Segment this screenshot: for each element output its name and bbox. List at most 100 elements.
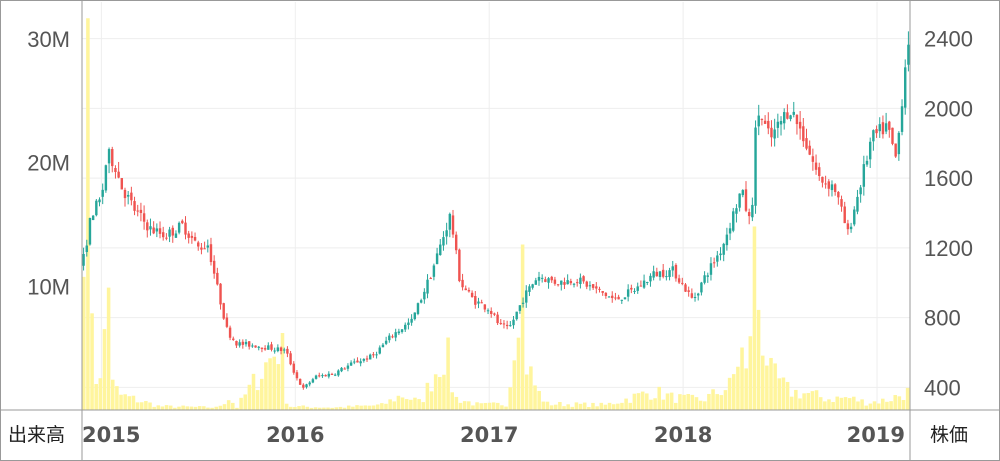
- candle-body: [646, 282, 649, 284]
- candle-body: [525, 290, 528, 303]
- volume-bar: [649, 399, 653, 410]
- candle-body: [668, 270, 671, 278]
- candle-body: [168, 229, 171, 237]
- volume-bar: [893, 395, 897, 410]
- volume-bar: [462, 401, 467, 410]
- volume-bar: [715, 394, 719, 410]
- volume-bar: [872, 401, 877, 410]
- candle-body: [88, 217, 92, 245]
- volume-bar: [193, 406, 198, 410]
- candle-body: [244, 341, 248, 345]
- volume-bar: [765, 365, 769, 410]
- volume-bar: [123, 394, 127, 410]
- candle-body: [130, 192, 133, 201]
- volume-bar: [231, 402, 235, 410]
- candle-body: [868, 141, 872, 160]
- candle-body: [384, 340, 388, 344]
- candle-body: [521, 302, 525, 304]
- volume-bar: [375, 404, 380, 410]
- volume-bar: [168, 405, 173, 410]
- volume-bar: [297, 406, 301, 410]
- volume-bar: [413, 397, 417, 410]
- candle-body: [840, 199, 843, 207]
- candle-body: [566, 280, 569, 285]
- candle-body: [123, 189, 127, 199]
- volume-bar: [388, 399, 392, 410]
- volume-bar: [777, 378, 782, 410]
- volume-bar: [628, 402, 633, 410]
- candle-body: [480, 302, 483, 304]
- candle-body: [875, 129, 878, 134]
- volume-bar: [152, 406, 156, 410]
- candle-body: [757, 115, 760, 127]
- candle-body: [114, 168, 117, 173]
- candle-body: [563, 282, 566, 285]
- volume-bar: [520, 244, 525, 410]
- candle-body: [254, 345, 257, 348]
- volume-bar: [268, 358, 272, 410]
- candle-body: [187, 233, 190, 238]
- volume-bar: [396, 395, 401, 410]
- candle-body: [98, 199, 101, 203]
- candle-body: [655, 271, 659, 277]
- candle-body: [528, 286, 531, 292]
- candle-body: [356, 360, 359, 363]
- volume-bar: [603, 404, 608, 410]
- left-axis-label: 出来高: [8, 424, 65, 446]
- candle-body: [665, 276, 668, 278]
- volume-bar: [843, 397, 848, 410]
- volume-bar: [189, 406, 194, 410]
- candle-body: [837, 191, 840, 198]
- volume-bar: [197, 406, 202, 410]
- volume-bar: [529, 366, 533, 410]
- candle-body: [324, 374, 327, 377]
- candle-body: [773, 129, 776, 139]
- volume-bar: [272, 356, 276, 410]
- candle-body: [795, 114, 799, 125]
- candle-body: [677, 278, 681, 283]
- candle-body: [139, 209, 143, 213]
- candle-body: [614, 297, 617, 299]
- candle-body: [161, 232, 165, 238]
- candle-body: [454, 234, 458, 251]
- candle-body: [499, 322, 502, 324]
- candle-body: [470, 292, 474, 298]
- volume-bar: [798, 398, 802, 410]
- volume-bar: [678, 394, 682, 410]
- volume-bar: [876, 403, 881, 410]
- volume-bar: [90, 313, 94, 410]
- volume-bar: [487, 402, 492, 410]
- candle-body: [661, 269, 665, 277]
- candle-body: [907, 44, 910, 65]
- candle-body: [588, 285, 592, 287]
- candle-body: [872, 130, 875, 142]
- left-tick-label: 10M: [27, 274, 70, 299]
- volume-bar: [537, 390, 541, 410]
- volume-bar: [355, 405, 359, 410]
- volume-bar: [326, 407, 330, 410]
- candle-body: [792, 111, 795, 115]
- volume-bar: [823, 401, 827, 410]
- volume-bar: [380, 403, 384, 410]
- candle-body: [295, 372, 299, 379]
- candle-body: [706, 275, 709, 277]
- volume-bar: [653, 398, 657, 410]
- candle-body: [649, 275, 652, 282]
- candle-body: [228, 327, 232, 338]
- volume-bar: [524, 374, 529, 410]
- volume-bar: [607, 402, 612, 410]
- candle-body: [894, 143, 897, 157]
- volume-bar: [545, 401, 550, 410]
- candle-body: [368, 354, 372, 360]
- candle-body: [235, 340, 238, 346]
- volume-bar: [856, 401, 860, 410]
- volume-bar: [338, 406, 343, 410]
- candle-body: [337, 370, 340, 376]
- volume-bar: [173, 407, 177, 410]
- candle-body: [343, 368, 346, 370]
- candle-body: [107, 149, 111, 164]
- volume-bar: [491, 402, 496, 410]
- candle-body: [770, 127, 773, 138]
- candle-body: [353, 361, 356, 363]
- candle-body: [652, 271, 655, 278]
